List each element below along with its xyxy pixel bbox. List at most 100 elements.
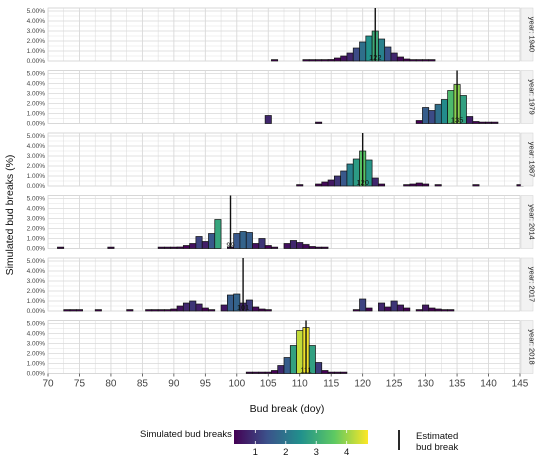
bar (271, 370, 279, 374)
x-tick-label: 115 (323, 379, 339, 390)
y-tick-label: 3.00% (27, 278, 46, 285)
bar (208, 309, 216, 312)
x-axis: 70 75 80 85 90 95 100 105 110 115 120 125 130 135 140 1… (42, 373, 529, 390)
bar (289, 240, 297, 249)
bar (264, 371, 272, 374)
bar (409, 59, 417, 62)
bar (422, 304, 430, 312)
bar (466, 116, 474, 124)
y-tick-label: 5.00% (27, 196, 46, 203)
bar (302, 244, 310, 249)
bar (434, 308, 442, 312)
x-tick-label: 70 (42, 379, 54, 390)
estimated-bud-break-label: 135 (451, 116, 464, 125)
bar (63, 309, 71, 312)
x-tick-label: 125 (386, 379, 403, 390)
y-tick-label: 4.00% (27, 331, 46, 338)
x-tick-label: 85 (137, 379, 149, 390)
bar (170, 246, 178, 249)
bar (157, 309, 165, 312)
bar (365, 159, 373, 187)
bar (189, 300, 197, 312)
legend-line-label-1: Estimated (416, 431, 458, 442)
bar (390, 52, 398, 62)
panel-strip (520, 257, 534, 312)
y-tick-label: 3.00% (27, 91, 46, 98)
bar (308, 59, 316, 62)
y-tick-label: 1.00% (27, 298, 46, 305)
panel: 0.00% 1.00% 2.00% 3.00% 4.00% 5.00% 99 year: 20… (27, 195, 537, 253)
panel-strip (520, 132, 534, 187)
bar (271, 59, 279, 62)
bar (201, 307, 209, 312)
chart-panels: 0.00% 1.00% 2.00% 3.00% 4.00% 5.00% 122 year: 1… (27, 7, 537, 378)
bar (428, 59, 436, 62)
panel-strip-label: year: 1979 (528, 79, 537, 114)
bar (333, 371, 341, 374)
bar (371, 177, 379, 187)
y-tick-label: 2.00% (27, 101, 46, 108)
x-tick-label: 80 (105, 379, 117, 390)
bar (315, 246, 323, 249)
bar (315, 362, 323, 374)
bar (327, 371, 335, 374)
panel-strip (520, 70, 534, 124)
y-tick-label: 4.00% (27, 143, 46, 150)
estimated-bud-break-label: 111 (300, 366, 311, 375)
bar (214, 219, 222, 249)
bar (396, 56, 404, 62)
legend-tick-label: 1 (253, 447, 258, 458)
bar (302, 59, 310, 62)
bar (182, 245, 190, 249)
bar (346, 163, 354, 187)
bar (245, 299, 253, 312)
bar (176, 246, 184, 249)
bar (333, 57, 341, 62)
bar (145, 309, 153, 312)
bar (359, 41, 367, 62)
bar (252, 243, 260, 249)
bar (422, 107, 430, 124)
bar (245, 371, 253, 374)
bar (422, 183, 430, 187)
bar (491, 121, 499, 124)
bar (252, 306, 260, 312)
bar (340, 55, 348, 62)
x-tick-label: 130 (417, 379, 434, 390)
y-tick-label: 4.00% (27, 81, 46, 88)
bar (315, 183, 323, 187)
bar (308, 246, 316, 249)
bar (271, 246, 279, 249)
bar (403, 184, 411, 187)
bar (415, 309, 423, 312)
bar (245, 232, 253, 249)
bar (201, 241, 209, 249)
bar (69, 309, 77, 312)
bar (434, 104, 442, 124)
bar (390, 300, 398, 312)
bar (195, 303, 203, 312)
y-axis-title: Simulated bud breaks (%) (4, 155, 16, 276)
estimated-bud-break-label: 101 (237, 303, 250, 312)
bar (396, 304, 404, 312)
bar (327, 59, 335, 62)
y-tick-label: 1.00% (27, 361, 46, 368)
y-tick-label: 2.00% (27, 351, 46, 358)
bar (126, 309, 134, 312)
x-tick-label: 145 (512, 379, 529, 390)
y-tick-label: 1.00% (27, 236, 46, 243)
bar (384, 46, 392, 62)
y-tick-label: 4.00% (27, 206, 46, 213)
bar (321, 181, 329, 187)
legend-colorbar (234, 430, 368, 444)
bar (283, 243, 291, 249)
y-tick-label: 0.00% (27, 58, 46, 65)
bar (415, 120, 423, 124)
y-tick-label: 2.00% (27, 226, 46, 233)
bar (315, 121, 323, 124)
bar (170, 308, 178, 312)
bar (151, 309, 159, 312)
x-tick-label: 135 (449, 379, 466, 390)
y-tick-label: 0.00% (27, 246, 46, 253)
bar (283, 357, 291, 374)
